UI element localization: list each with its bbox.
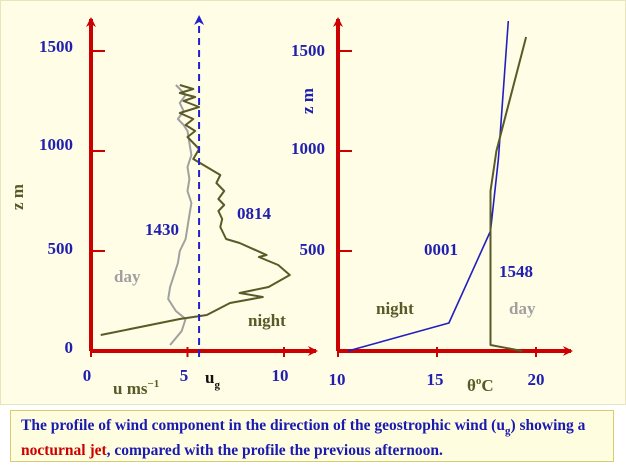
label-day-right: day [509,299,536,318]
series-line-1548 [489,36,528,352]
right-xtick-label-10: 10 [329,370,346,389]
label-0814: 0814 [237,204,272,223]
series-line-0814 [100,84,291,336]
right-ytick-label-1500: 1500 [291,41,325,60]
left-ytick-label-0: 0 [65,338,74,357]
label-night-left: night [248,311,286,330]
left-xtick-label-10: 10 [272,366,289,385]
label-0001: 0001 [424,240,458,259]
label-1430: 1430 [145,220,179,239]
right-x-axis-title: θoC [467,375,494,395]
right-y-axis-title: z m [298,88,317,114]
left-ytick-label-1000: 1000 [39,135,73,154]
series-line-1430 [167,84,193,346]
right-ytick-label-1000: 1000 [291,139,325,158]
plot-area: 0 5 10 0 500 1000 1500 z m u ms−1 ug 143… [0,0,626,405]
series-line-0001 [347,20,510,352]
caption-part1: The profile of wind component in the dir… [21,417,505,434]
left-xtick-label-5: 5 [180,366,189,385]
caption-part3: , compared with the profile the previous… [106,442,443,460]
left-ytick-label-1500: 1500 [39,37,73,56]
label-1548: 1548 [499,262,533,281]
label-day-left: day [114,267,141,286]
left-y-axis-title: z m [8,184,27,210]
left-xtick-label-0: 0 [83,366,92,385]
left-x-axis-title: u ms−1 [113,378,159,398]
chart-svg: 0 5 10 0 500 1000 1500 z m u ms−1 ug 143… [8,15,573,398]
caption: The profile of wind component in the dir… [10,410,614,462]
caption-sub: g [504,425,511,438]
label-night-right: night [376,299,414,318]
right-xtick-label-20: 20 [528,370,545,389]
ug-label: ug [205,368,220,391]
left-ytick-label-500: 500 [48,239,74,258]
caption-part2: ) showing a [510,417,586,434]
right-xtick-label-15: 15 [427,370,444,389]
right-ytick-label-500: 500 [300,240,326,259]
caption-highlight: nocturnal jet [21,442,107,460]
